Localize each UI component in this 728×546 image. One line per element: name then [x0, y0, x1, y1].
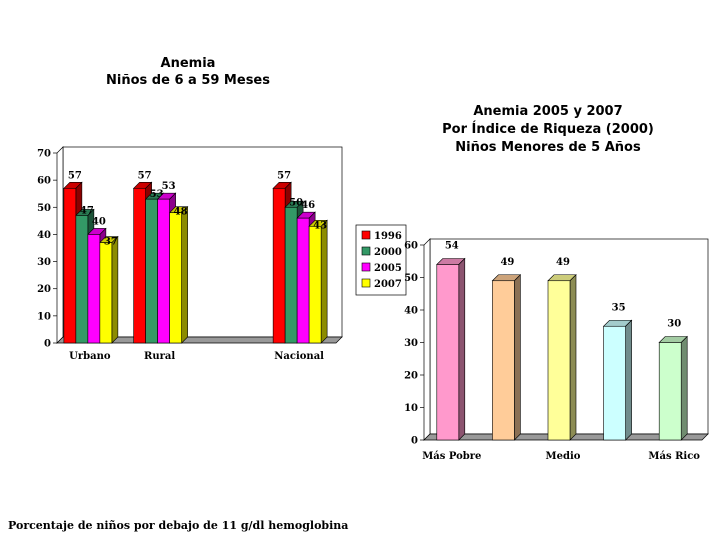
chart1-bar: [272, 187, 286, 344]
chart2-bar-side: [680, 335, 688, 441]
chart1-ytick-label: 0: [44, 339, 51, 350]
chart2-data-label: 54: [445, 241, 459, 252]
chart1-bar: [75, 215, 89, 344]
chart2-subtitle: Por Índice de Riqueza (2000): [442, 121, 654, 137]
chart1-bar: [308, 225, 322, 344]
chart1-ytick-label: 40: [37, 230, 51, 241]
chart1-bar: [284, 206, 298, 344]
chart2-category-label: Medio: [546, 451, 581, 462]
chart-anemia-by-area: 01020304050607057474037Urbano57535348Rur…: [37, 146, 407, 362]
chart1-bar-side: [181, 205, 188, 344]
chart1-legend-swatch: [361, 230, 371, 240]
chart2-ytick-label: 40: [404, 306, 418, 317]
chart1-data-label: 37: [104, 237, 118, 248]
chart2-data-label: 49: [556, 257, 570, 268]
chart2-bar: [436, 264, 460, 441]
chart2-ytick-label: 30: [404, 338, 418, 349]
chart1-title: Anemia: [161, 56, 216, 71]
footnote: Porcentaje de niños por debajo de 11 g/d…: [8, 519, 349, 532]
chart-anemia-by-wealth: 0 10 20 30 40 50 60 54 Más Pobre 49 49 Medio 35 30 Más…: [404, 238, 709, 462]
chart1-bar: [99, 242, 113, 344]
chart1-legend-swatch: [361, 262, 371, 272]
chart1-legend-label: 2007: [374, 279, 402, 290]
chart2-category-label: Más Pobre: [422, 451, 481, 462]
chart1-data-label: 46: [301, 200, 315, 211]
chart1-data-label: 47: [80, 205, 94, 216]
chart2-bar: [603, 325, 626, 441]
chart2-title: Anemia 2005 y 2007: [473, 104, 622, 119]
chart1-bar: [169, 212, 182, 344]
chart2-bar-side: [514, 274, 521, 441]
chart2-ytick-label: 10: [404, 403, 418, 414]
chart2-data-label: 30: [667, 319, 681, 330]
chart1-legend-swatch: [361, 246, 371, 256]
chart2-ytick-label: 50: [404, 273, 418, 284]
chart1-bar: [63, 187, 77, 344]
chart1-side-wall: [56, 146, 64, 344]
chart1-data-label: 57: [68, 170, 82, 181]
chart1-bar: [87, 234, 101, 344]
chart2-bar-side: [458, 257, 466, 441]
chart1-data-label: 53: [150, 189, 164, 200]
chart1-data-label: 43: [313, 220, 327, 231]
chart1-category-label: Rural: [144, 351, 175, 362]
chart1-category-label: Urbano: [69, 351, 111, 362]
chart1-legend-label: 2000: [374, 247, 402, 258]
chart1-ytick-label: 10: [37, 311, 51, 322]
chart1-bar: [157, 198, 170, 344]
chart2-side-wall: [423, 238, 431, 441]
chart1-bar: [133, 187, 146, 344]
chart2-category-label: Más Rico: [648, 451, 700, 462]
chart1-data-label: 53: [162, 181, 176, 192]
chart1-bar-side: [111, 235, 119, 344]
chart2-subtitle2: Niños Menores de 5 Años: [455, 140, 641, 155]
chart1-ytick-label: 60: [37, 176, 51, 187]
chart2-bar: [658, 342, 682, 441]
chart1-bar: [145, 198, 158, 344]
chart2-ytick-label: 20: [404, 371, 418, 382]
chart2-bar-side: [625, 319, 632, 441]
chart2-data-label: 49: [500, 257, 514, 268]
chart2-data-label: 35: [612, 302, 626, 313]
chart1-data-label: 57: [277, 170, 291, 181]
chart1-ytick-label: 20: [37, 284, 51, 295]
chart2-bar: [492, 280, 515, 441]
chart1-bar-side: [320, 219, 328, 344]
chart1-data-label: 48: [174, 207, 188, 218]
chart1-ytick-label: 30: [37, 257, 51, 268]
chart1-legend-label: 2005: [374, 263, 402, 274]
chart1-ytick-label: 70: [37, 149, 51, 160]
chart2-ytick-label: 60: [404, 241, 418, 252]
chart1-legend-label: 1996: [374, 231, 402, 242]
chart1-category-label: Nacional: [274, 351, 324, 362]
chart1-data-label: 40: [92, 216, 106, 227]
chart2-ytick-label: 0: [411, 436, 418, 447]
chart1-subtitle: Niños de 6 a 59 Meses: [106, 73, 270, 88]
chart1-ytick-label: 50: [37, 203, 51, 214]
chart1-legend-swatch: [361, 278, 371, 288]
chart1-bar: [296, 217, 310, 344]
chart1-data-label: 50: [289, 197, 303, 208]
chart1-floor: [56, 336, 343, 344]
chart2-bar: [547, 280, 571, 441]
chart2-bar-side: [569, 274, 577, 441]
chart1-data-label: 57: [138, 170, 152, 181]
